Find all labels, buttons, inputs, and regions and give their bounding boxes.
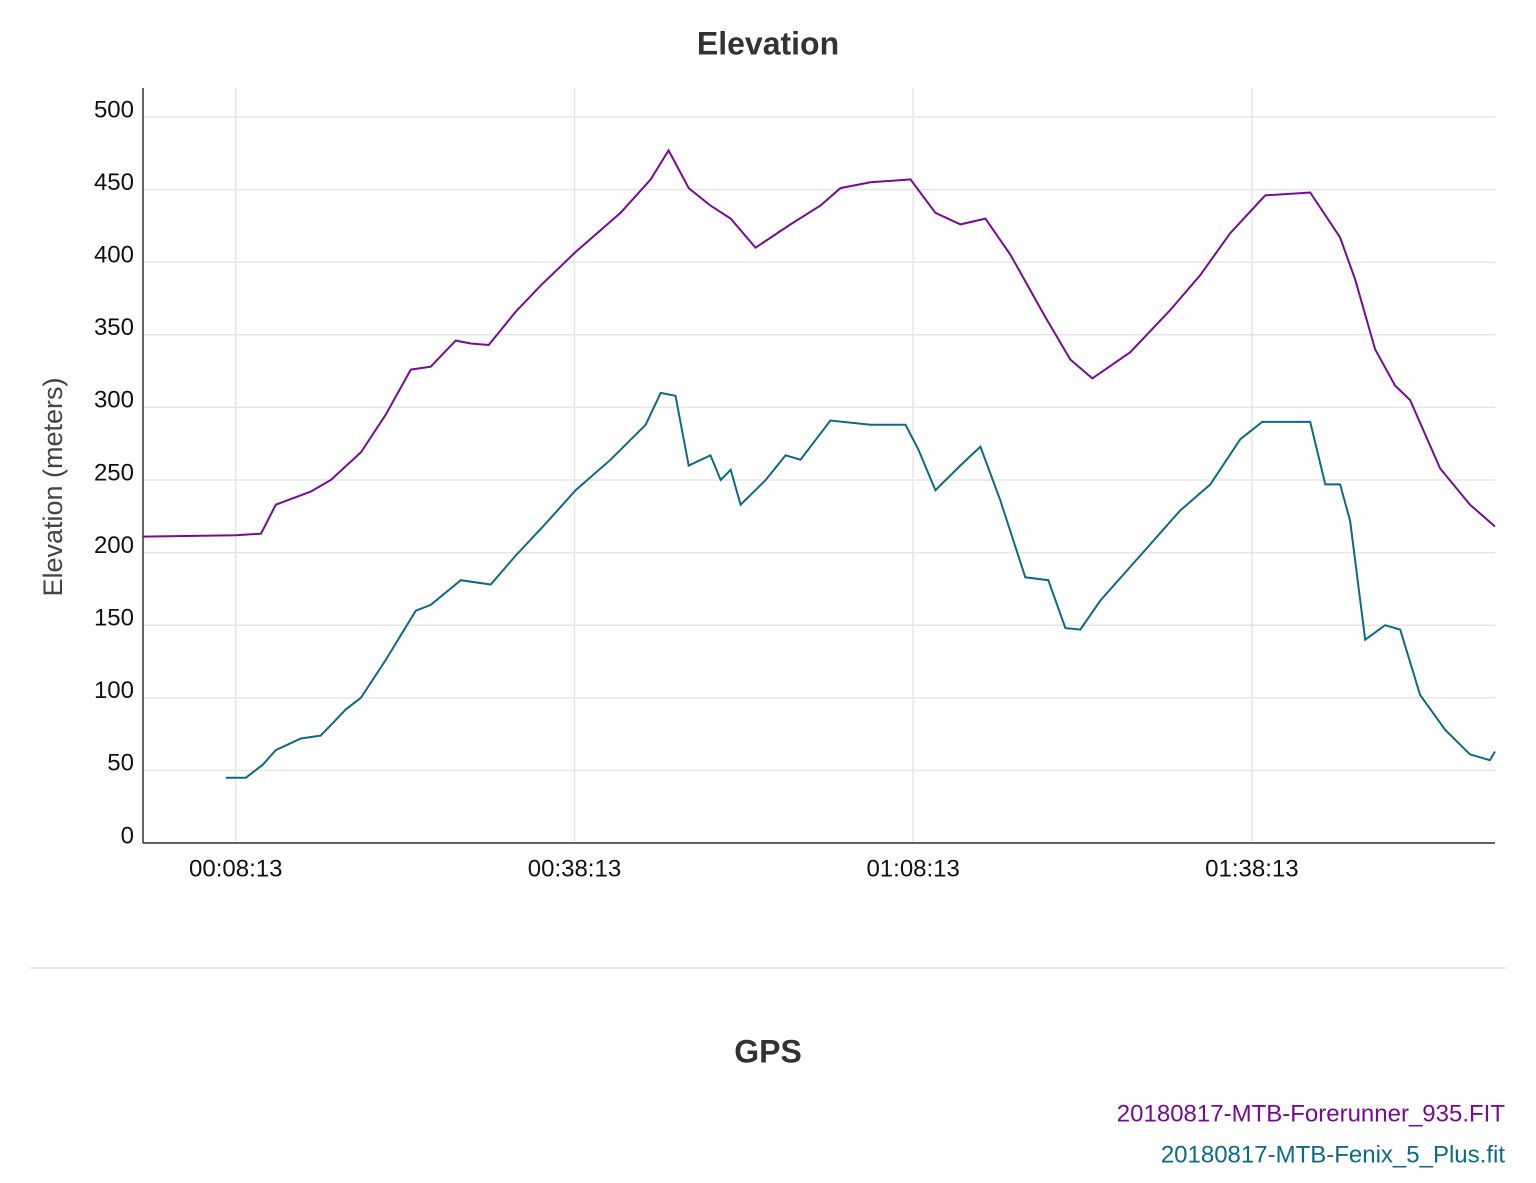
y-tick-label: 150 [94,605,134,632]
y-axis-label: Elevation (meters) [38,377,68,596]
y-tick-label: 300 [94,387,134,414]
x-tick-label: 01:08:13 [866,855,959,882]
chart-title: Elevation [697,25,839,61]
x-tick-label: 00:38:13 [528,855,621,882]
y-tick-label: 400 [94,242,134,269]
y-tick-label: 200 [94,532,134,559]
y-tick-label: 50 [107,750,134,777]
x-tick-label: 01:38:13 [1205,855,1298,882]
y-tick-label: 100 [94,677,134,704]
series-line [226,391,1496,779]
y-tick-label: 500 [94,96,134,123]
y-tick-label: 350 [94,314,134,341]
y-tick-label: 450 [94,169,134,196]
x-tick-label: 00:08:13 [189,855,282,882]
y-tick-label: 250 [94,459,134,486]
y-tick-label: 0 [121,822,134,849]
legend-entry: 20180817-MTB-Fenix_5_Plus.fit [1161,1141,1506,1168]
legend-entry: 20180817-MTB-Forerunner_935.FIT [1117,1100,1506,1127]
series-line [142,148,1496,538]
legend-title: GPS [734,1033,802,1069]
